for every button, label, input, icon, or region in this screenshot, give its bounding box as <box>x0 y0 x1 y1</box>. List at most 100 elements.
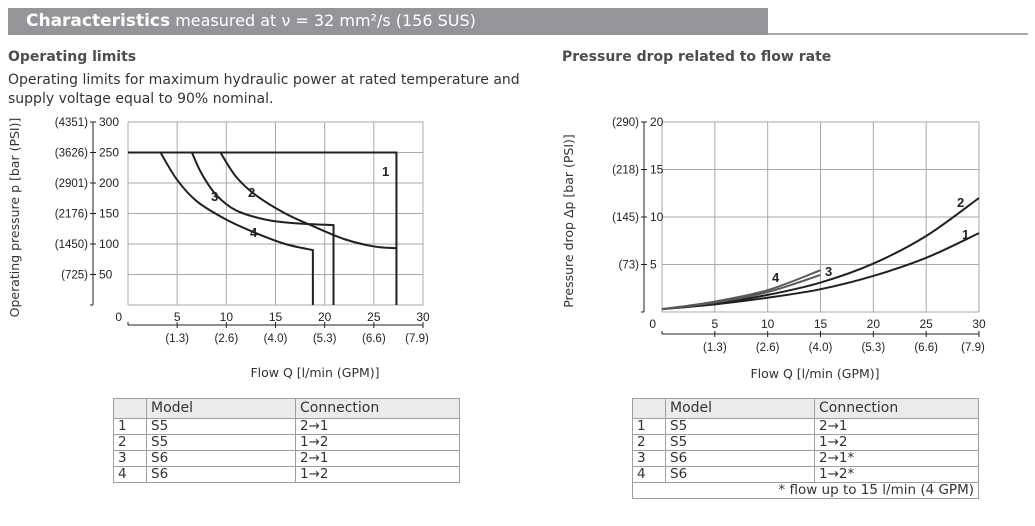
title-bold: Characteristics <box>26 11 171 31</box>
header-rule <box>768 33 1028 35</box>
table-cell: 4 <box>113 466 147 483</box>
right-table-header-cell: Connection <box>814 398 979 419</box>
series-1-line <box>128 151 398 305</box>
y-tick-label-psi: (145) <box>612 212 639 224</box>
pressure-drop-legend-table: Model Connection 1 S5 2→1 2 S5 1→2 3 S6 2→1* 4 S6 1→2… <box>632 398 979 499</box>
y-tick-label: 20 <box>650 115 664 129</box>
table-row: 3 S6 2→1 <box>113 450 460 467</box>
curve-label: 1 <box>382 164 389 179</box>
table-cell: 2→1 <box>814 418 979 435</box>
y-tick-label-psi: (725) <box>61 270 88 282</box>
x-tick-label-gpm: (1.3) <box>703 342 727 354</box>
y-tick-label-psi: (290) <box>612 117 639 129</box>
x-tick-label-gpm: (1.3) <box>165 333 189 345</box>
x-tick-label-gpm: (5.3) <box>313 333 337 345</box>
x-tick-label: 25 <box>919 317 933 331</box>
table-cell: 2→1 <box>295 418 460 435</box>
y-tick-label: 300 <box>99 115 119 129</box>
table-cell: 2→1 <box>295 450 460 467</box>
page-title: Characteristics measured at ν = 32 mm²/s… <box>26 11 476 31</box>
x-tick-label-gpm: (6.6) <box>914 342 938 354</box>
x-tick-label-gpm: (7.9) <box>405 333 429 345</box>
table-row: 1 S5 2→1 <box>113 418 460 435</box>
series-3-line <box>191 152 335 305</box>
table-cell: S5 <box>146 418 296 435</box>
x-tick-label-gpm: (7.9) <box>961 342 985 354</box>
table-cell: 1 <box>113 418 147 435</box>
right-table-header-row: Model Connection <box>632 398 979 419</box>
y-tick-label: 5 <box>650 258 657 272</box>
left-table-header-cell <box>113 398 147 419</box>
table-footnote: * flow up to 15 l/min (4 GPM) <box>632 482 979 499</box>
x-tick-label-gpm: (6.6) <box>362 333 386 345</box>
right-table-header-cell: Model <box>665 398 815 419</box>
left-table-header-row: Model Connection <box>113 398 460 419</box>
curve-label: 3 <box>211 189 218 204</box>
table-cell: 1→2 <box>295 466 460 483</box>
x-tick-label-gpm: (4.0) <box>809 342 833 354</box>
y-tick-label: 15 <box>650 163 664 177</box>
y-tick-label-psi: (218) <box>612 165 639 177</box>
table-cell: S6 <box>146 466 296 483</box>
operating-limits-title: Operating limits <box>8 49 137 65</box>
x-tick-label: 5 <box>174 310 181 324</box>
y-tick-label-psi: (3626) <box>55 148 88 160</box>
left-table-header-cell: Connection <box>295 398 460 419</box>
header-bar <box>8 8 768 35</box>
table-cell: S5 <box>665 434 815 451</box>
table-cell: 2 <box>113 434 147 451</box>
left-table-header-cell: Model <box>146 398 296 419</box>
y-tick-label: 150 <box>99 207 119 221</box>
table-cell: 1 <box>632 418 666 435</box>
table-cell: S6 <box>665 466 815 483</box>
x-axis-title: Flow Q [l/min (GPM)] <box>250 365 379 380</box>
series-4-line <box>159 151 314 305</box>
series-4-line <box>661 269 821 311</box>
curve-label: 4 <box>772 270 780 285</box>
y-tick-label-psi: (73) <box>619 260 640 272</box>
y-tick-label-psi: (1450) <box>55 239 88 251</box>
y-tick-label: 100 <box>99 237 119 251</box>
y-tick-label-psi: (2176) <box>55 209 88 221</box>
table-cell: 2 <box>632 434 666 451</box>
table-cell: S5 <box>146 434 296 451</box>
operating-limits-legend-table: Model Connection 1 S5 2→1 2 S5 1→2 3 S6 2→1 4 S6 1→2 <box>113 398 460 483</box>
x-tick-label: 20 <box>867 317 881 331</box>
table-row: 3 S6 2→1* <box>632 450 979 467</box>
table-cell: 1→2* <box>814 466 979 483</box>
table-row: 1 S5 2→1 <box>632 418 979 435</box>
table-cell: 1→2 <box>814 434 979 451</box>
x-tick-label: 0 <box>115 310 122 324</box>
y-axis-title: Operating pressure p [bar (PSI)] <box>7 118 22 318</box>
operating-limits-description: Operating limits for maximum hydraulic p… <box>8 72 520 107</box>
y-tick-label-psi: (4351) <box>55 117 88 129</box>
table-row: 2 S5 1→2 <box>632 434 979 451</box>
x-tick-label: 30 <box>972 317 986 331</box>
y-tick-label: 50 <box>99 268 113 282</box>
x-tick-label: 15 <box>814 317 828 331</box>
table-cell: 3 <box>632 450 666 467</box>
x-tick-label-gpm: (2.6) <box>215 333 239 345</box>
table-cell: 2→1* <box>814 450 979 467</box>
y-tick-label: 250 <box>99 146 119 160</box>
pressure-drop-title: Pressure drop related to flow rate <box>562 49 832 65</box>
series-2-line <box>219 151 397 250</box>
curve-label: 3 <box>825 264 832 279</box>
x-tick-label: 15 <box>269 310 283 324</box>
curve-label: 4 <box>250 225 258 240</box>
x-tick-label: 5 <box>711 317 718 331</box>
table-row: 2 S5 1→2 <box>113 434 460 451</box>
table-cell: S6 <box>665 450 815 467</box>
title-rest: measured at ν = 32 mm²/s (156 SUS) <box>170 11 476 30</box>
x-tick-label: 0 <box>649 317 656 331</box>
curve-label: 2 <box>957 195 964 210</box>
x-axis-title: Flow Q [l/min (GPM)] <box>750 366 879 381</box>
x-tick-label-gpm: (5.3) <box>862 342 886 354</box>
x-tick-label-gpm: (2.6) <box>756 342 780 354</box>
right-table-header-cell <box>632 398 666 419</box>
table-row: 4 S6 1→2* <box>632 466 979 483</box>
x-tick-label: 20 <box>318 310 332 324</box>
curve-label: 1 <box>962 227 969 242</box>
y-tick-label: 10 <box>650 210 664 224</box>
